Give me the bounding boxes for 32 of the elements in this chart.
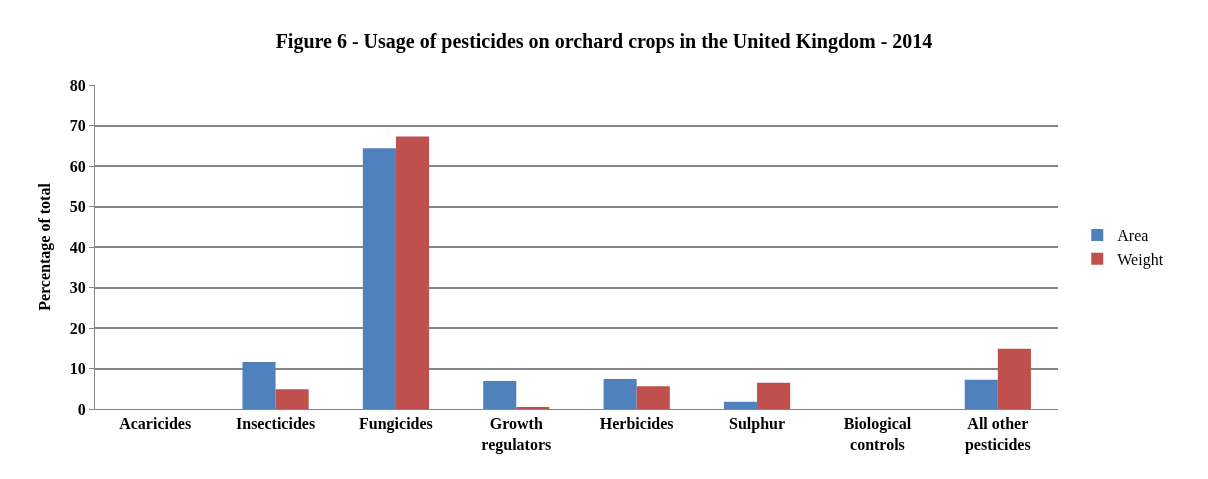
- bar: [997, 348, 1031, 409]
- x-tick-label: All other pesticides: [964, 415, 1031, 454]
- bar: [242, 362, 276, 409]
- y-tick-label: 50: [69, 198, 86, 216]
- bar: [483, 381, 517, 409]
- y-tick-label: 80: [69, 76, 86, 94]
- y-tick-label: 10: [69, 360, 86, 378]
- bar: [362, 148, 396, 409]
- x-tick-label: Sulphur: [729, 415, 786, 434]
- y-axis-title: Percentage of total: [35, 182, 54, 311]
- bar: [603, 379, 637, 409]
- x-tick-label: Growth regulators: [481, 415, 552, 454]
- y-tick-label: 70: [69, 117, 86, 135]
- bar: [757, 382, 791, 409]
- y-tick-label: 60: [69, 157, 86, 175]
- bar: [275, 389, 309, 409]
- x-tick-label: Fungicides: [359, 415, 433, 434]
- bar: [636, 386, 670, 409]
- y-tick-label: 20: [69, 319, 86, 337]
- y-tick-label: 30: [69, 279, 86, 297]
- bar: [964, 379, 998, 409]
- legend-label: Weight: [1117, 250, 1164, 269]
- legend-label: Area: [1117, 227, 1149, 245]
- x-tick-label: Acaricides: [119, 415, 192, 433]
- y-tick-label: 0: [77, 400, 86, 418]
- bar: [723, 401, 758, 409]
- x-tick-label: Biological controls: [843, 415, 912, 453]
- bar: [395, 136, 430, 409]
- chart-title: Figure 6 - Usage of pesticides on orchard crops in the United Kingdom - 2014: [275, 29, 933, 53]
- x-tick-label: Herbicides: [599, 415, 674, 433]
- x-tick-label: Insecticides: [236, 415, 316, 433]
- y-tick-label: 40: [69, 238, 86, 256]
